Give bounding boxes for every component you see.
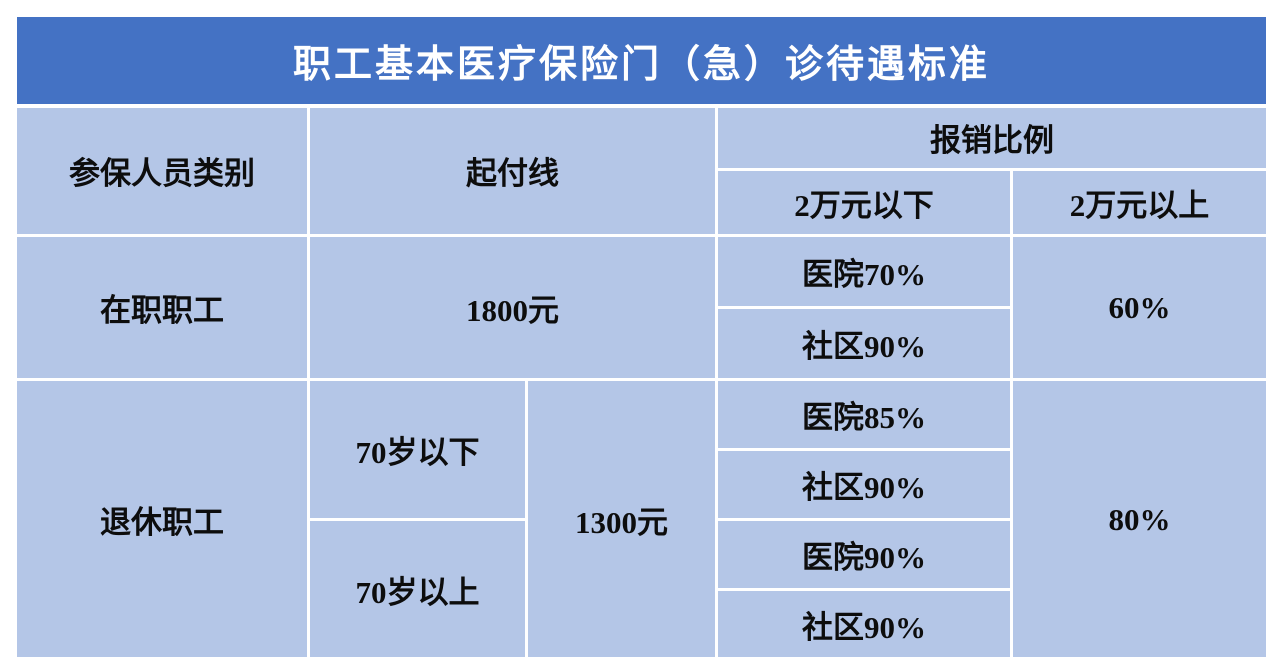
cell-retired-over70-community-rate: 社区90% [715,588,1013,657]
table-row: 社区90% [16,306,1268,381]
cell-age-under-70: 70岁以下 [307,378,528,521]
cell-retired-under70-community-rate: 社区90% [715,448,1013,521]
header-reimbursement-ratio: 报销比例 [714,104,1270,171]
cell-active-above-20k-rate: 60% [1009,234,1270,381]
title-row: 职工基本医疗保险门（急）诊待遇标准 [13,14,1270,108]
header-category: 参保人员类别 [14,104,310,237]
cell-active-community-rate: 社区90% [715,306,1013,381]
cell-deductible-active: 1800元 [307,234,718,381]
cell-retired-above-20k-rate: 80% [1009,378,1270,657]
table-row: 在职职工 1800元 医院70% 60% [14,234,1270,381]
header-deductible: 起付线 [307,104,718,237]
table-row: 退休职工 70岁以下 1300元 医院85% 80% [14,378,1270,657]
header-row-top: 参保人员类别 起付线 报销比例 [14,104,1270,237]
table-row: 社区90% [16,588,1268,657]
header-above-20k: 2万元以上 [1009,168,1270,237]
cell-retired-under70-hospital-rate: 医院85% [715,378,1013,451]
header-below-20k: 2万元以下 [715,168,1013,237]
cell-active-hospital-rate: 医院70% [715,234,1013,309]
cell-category-active: 在职职工 [14,234,310,381]
cell-age-over-70: 70岁以上 [307,518,528,657]
insurance-benefits-table: 职工基本医疗保险门（急）诊待遇标准 参保人员类别 起付线 报销比例 2万元以下 … [13,14,1270,657]
table-title: 职工基本医疗保险门（急）诊待遇标准 [13,14,1270,108]
cell-retired-over70-hospital-rate: 医院90% [715,518,1013,591]
table-row: 70岁以上 医院90% [16,518,1268,657]
cell-deductible-retired: 1300元 [525,378,718,657]
header-row-sub: 2万元以下 2万元以上 [16,168,1270,237]
table-row: 社区90% [16,448,1268,521]
cell-category-retired: 退休职工 [14,378,310,657]
